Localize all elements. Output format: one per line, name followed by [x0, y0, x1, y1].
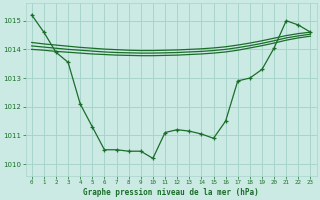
X-axis label: Graphe pression niveau de la mer (hPa): Graphe pression niveau de la mer (hPa): [83, 188, 259, 197]
